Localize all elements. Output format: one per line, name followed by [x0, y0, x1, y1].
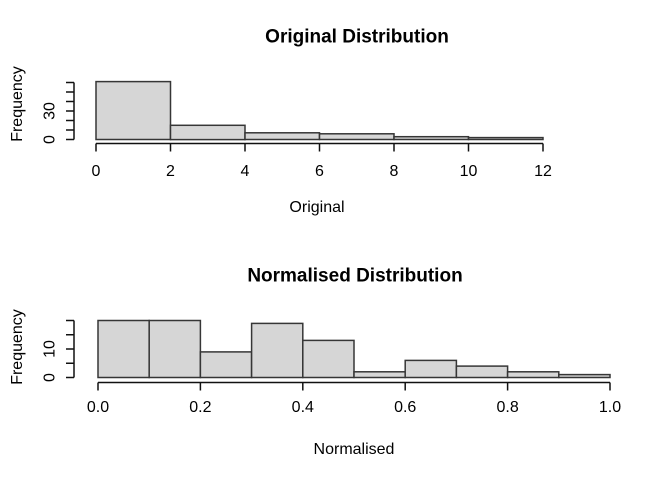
y-tick-label: 0 [42, 373, 59, 382]
x-tick-label: 6 [315, 163, 324, 180]
histogram-bar [148, 319, 202, 379]
y-tick-label: 30 [42, 102, 59, 120]
histogram-bar [353, 371, 406, 379]
x-tick-label: 0.4 [292, 399, 314, 416]
x-tick-label: 0 [92, 163, 101, 180]
top-chart-xlabel: Original [289, 199, 345, 216]
bottom-histogram: 0.0 0.2 0.4 0.6 0.8 1.0 0 10 [42, 319, 621, 416]
top-histogram: 0 2 4 6 8 10 12 0 30 [42, 80, 552, 180]
x-tick-label: 0.6 [394, 399, 416, 416]
x-tick-label: 0.2 [189, 399, 211, 416]
bottom-chart-ylabel: Frequency [9, 309, 26, 385]
x-tick-label: 12 [534, 163, 552, 180]
histogram-bar [302, 339, 355, 379]
y-tick-label: 0 [42, 135, 59, 144]
x-tick-label: 8 [390, 163, 399, 180]
histogram-bar [169, 124, 246, 141]
histogram-bar [250, 322, 304, 379]
histogram-bar [97, 319, 150, 379]
histogram-bar [318, 133, 395, 141]
bottom-chart-xlabel: Normalised [313, 441, 395, 458]
x-tick-label: 4 [241, 163, 250, 180]
top-chart-ylabel: Frequency [9, 66, 26, 142]
x-tick-label: 1.0 [599, 399, 621, 416]
histogram-bar [393, 135, 470, 141]
x-tick-label: 2 [166, 163, 175, 180]
histogram-bar [467, 136, 544, 141]
histogram-bar [199, 351, 253, 379]
bottom-chart-title: Normalised Distribution [247, 265, 463, 287]
x-tick-label: 10 [460, 163, 478, 180]
top-chart-title: Original Distribution [265, 26, 449, 48]
histogram-bar [404, 359, 458, 379]
histogram-bar [95, 80, 172, 141]
x-tick-label: 0.0 [87, 399, 109, 416]
histogram-bar [455, 365, 509, 379]
y-tick-label: 10 [42, 340, 59, 358]
histogram-bar [558, 373, 611, 379]
histogram-bar [506, 371, 560, 379]
x-tick-label: 0.8 [496, 399, 518, 416]
histogram-bar [244, 132, 321, 141]
